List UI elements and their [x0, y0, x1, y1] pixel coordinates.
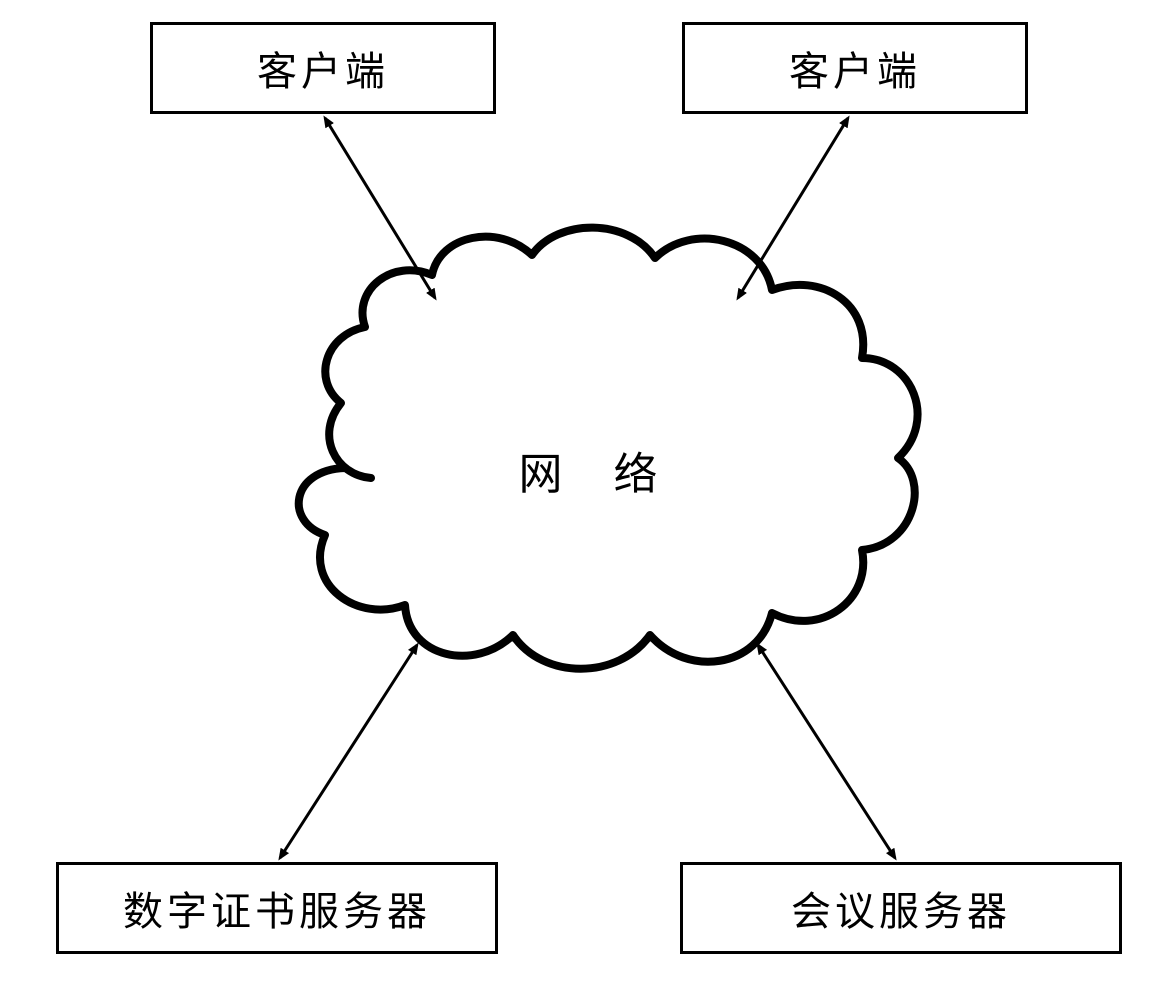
network-diagram: 客户端 客户端 数字证书服务器 会议服务器 [0, 0, 1176, 981]
node-meeting-server: 会议服务器 [680, 862, 1122, 954]
node-client-left-label: 客户端 [257, 39, 389, 97]
cloud-label: 网 络 [508, 438, 688, 502]
node-meeting-server-label: 会议服务器 [791, 879, 1011, 937]
edge-client-right-cloud [738, 118, 848, 298]
node-client-right-label: 客户端 [789, 39, 921, 97]
node-cert-server-label: 数字证书服务器 [123, 879, 431, 937]
node-cert-server: 数字证书服务器 [56, 862, 498, 954]
node-client-right: 客户端 [682, 22, 1028, 114]
edge-client-left-cloud [325, 118, 435, 298]
edge-meeting-server-cloud [758, 645, 895, 858]
node-client-left: 客户端 [150, 22, 496, 114]
edge-cert-server-cloud [280, 645, 417, 858]
